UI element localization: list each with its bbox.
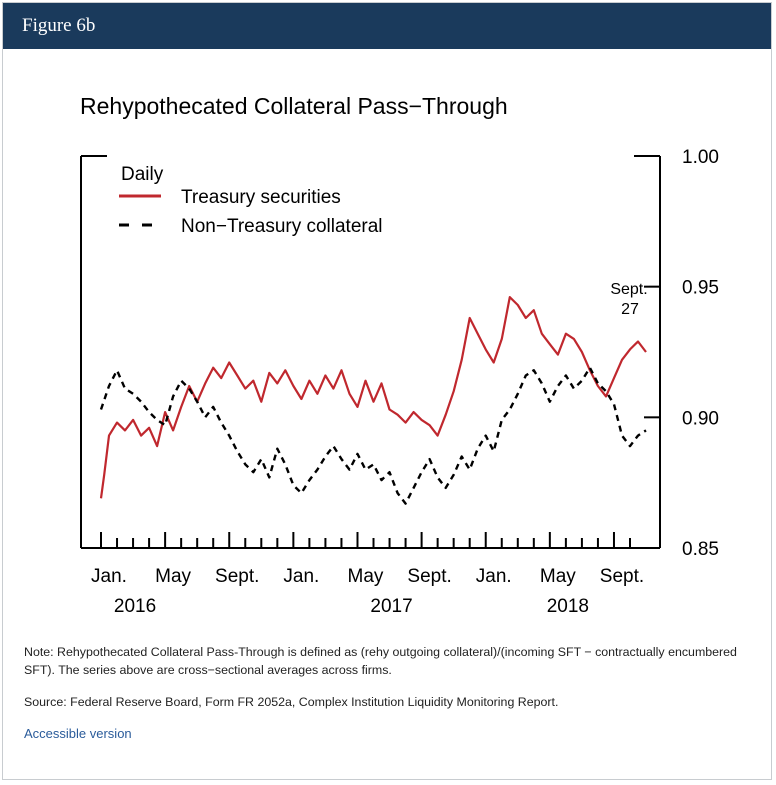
x-tick-label: May <box>348 566 384 587</box>
x-tick-label: Sept. <box>215 566 259 587</box>
y-tick-label: 0.90 <box>682 408 719 429</box>
date-annotation: Sept. 27 <box>610 281 660 318</box>
chart-title: Rehypothecated Collateral Pass−Through <box>80 93 508 119</box>
series-non-treasury-line <box>99 366 647 505</box>
legend-heading: Daily <box>121 164 164 185</box>
x-tick-label: Sept. <box>407 566 451 587</box>
legend-label-non-treasury: Non−Treasury collateral <box>181 216 383 237</box>
chart-source: Source: Federal Reserve Board, Form FR 2… <box>24 695 559 709</box>
x-year-label: 2018 <box>547 596 589 617</box>
chart-note: Note: Rehypothecated Collateral Pass-Thr… <box>24 645 737 677</box>
legend-label-treasury: Treasury securities <box>181 187 341 208</box>
chart: Rehypothecated Collateral Pass−Through 0… <box>80 93 719 617</box>
y-tick-label: 0.95 <box>682 278 719 299</box>
x-year-label: 2016 <box>114 596 156 617</box>
x-tick-label: May <box>155 566 191 587</box>
series-lines <box>99 296 647 505</box>
x-tick-label: Jan. <box>283 566 319 587</box>
series-treasury-line <box>99 296 647 499</box>
x-year-label: 2017 <box>370 596 412 617</box>
annotation-line2: 27 <box>621 301 639 318</box>
x-tick-label: Jan. <box>91 566 127 587</box>
figure-header: Figure 6b <box>3 3 771 49</box>
y-tick-label: 0.85 <box>682 539 719 560</box>
y-axis: 0.85 0.90 0.95 1.00 <box>644 147 719 560</box>
plot-frame <box>80 155 661 549</box>
accessible-version-link[interactable]: Accessible version <box>24 726 132 741</box>
x-tick-label: Jan. <box>476 566 512 587</box>
annotation-line1: Sept. <box>610 281 647 298</box>
x-tick-label: May <box>540 566 576 587</box>
y-tick-label: 1.00 <box>682 147 719 168</box>
x-tick-label: Sept. <box>600 566 644 587</box>
x-axis: Jan. May Sept. Jan. May Sept. Jan. May Sept. 2016… <box>91 532 644 617</box>
legend: Daily Treasury securities Non−Treasury c… <box>119 164 383 237</box>
